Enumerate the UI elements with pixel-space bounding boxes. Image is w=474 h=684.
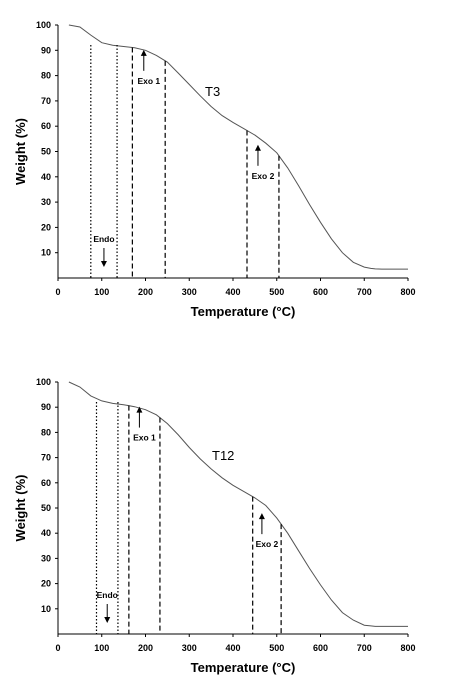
y-tick-label: 30 [41,197,51,207]
chart-panel-2: 0 100 200 300 400 500 600 700 800 10 20 30 40 50 60 70 8… [13,377,416,675]
chart-title: T3 [205,84,220,99]
y-tick-label: 70 [41,96,51,106]
arrow-head-up-icon [258,513,265,520]
x-tick-label: 400 [225,643,240,653]
x-tick-label: 700 [357,643,372,653]
x-tick-label: 100 [94,287,109,297]
y-tick-label: 50 [41,147,51,157]
x-tick-label: 100 [94,643,109,653]
y-tick-label: 80 [41,71,51,81]
y-axis-title: Weight (%) [13,475,28,542]
y-axis-title: Weight (%) [13,118,28,185]
y-tick-label: 60 [41,478,51,488]
y-tick-label: 40 [41,172,51,182]
region-label-exo: Exo 1 [133,433,156,443]
y-tick-label: 50 [41,503,51,513]
region-label-exo: Exo 2 [256,539,279,549]
y-tick-label: 100 [36,377,51,387]
y-tick-label: 30 [41,553,51,563]
weight-curve [68,24,408,270]
y-tick-label: 100 [36,20,51,30]
x-axis-title: Temperature (°C) [191,660,296,675]
y-tick-label: 10 [41,604,51,614]
x-tick-label: 700 [357,287,372,297]
region-label-exo: Exo 2 [252,171,275,181]
x-tick-label: 300 [182,287,197,297]
chart-panel-1: 0 100 200 300 400 500 600 700 800 10 20 30 40 50 60 70 8… [13,20,416,319]
x-tick-label: 0 [55,287,60,297]
x-tick-label: 300 [182,643,197,653]
y-tick-label: 70 [41,453,51,463]
region-label-endo: Endo [93,234,114,244]
chart-title: T12 [212,448,234,463]
y-tick-label: 40 [41,528,51,538]
weight-curve [68,381,408,627]
arrow-head-up-icon [136,406,143,413]
x-tick-label: 0 [55,643,60,653]
x-tick-label: 600 [313,287,328,297]
arrow-head-down-icon [104,617,111,623]
arrow-head-down-icon [100,261,107,267]
region-label-endo: Endo [97,590,118,600]
y-tick-label: 80 [41,427,51,437]
x-tick-label: 200 [138,643,153,653]
x-tick-label: 800 [400,643,415,653]
x-axis-title: Temperature (°C) [191,304,296,319]
y-tick-label: 10 [41,248,51,258]
y-tick-label: 90 [41,45,51,55]
y-tick-label: 20 [41,579,51,589]
arrow-head-up-icon [140,49,147,56]
y-tick-label: 90 [41,402,51,412]
region-label-exo: Exo 1 [137,76,160,86]
x-tick-label: 600 [313,643,328,653]
x-tick-label: 800 [400,287,415,297]
y-tick-label: 20 [41,222,51,232]
y-tick-label: 60 [41,121,51,131]
x-tick-label: 500 [269,643,284,653]
x-tick-label: 200 [138,287,153,297]
arrow-head-up-icon [254,144,261,151]
x-tick-label: 400 [225,287,240,297]
x-tick-label: 500 [269,287,284,297]
